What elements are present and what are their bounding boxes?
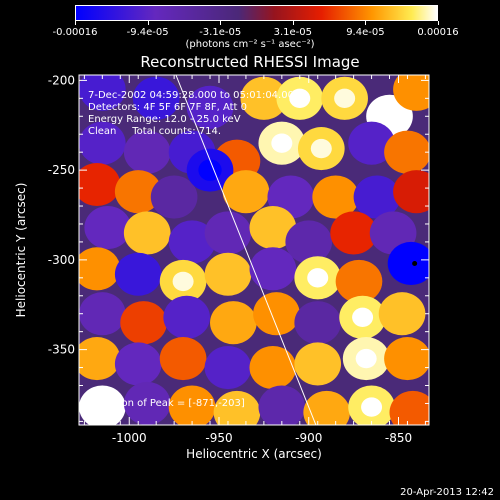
intensity-blob [294,342,342,386]
intensity-blob [79,292,126,336]
x-tick-label: -950 [205,431,232,445]
intensity-blob-core [352,307,374,327]
intensity-blob [123,130,171,174]
intensity-blob-core [172,271,194,292]
intensity-blob [285,220,333,264]
intensity-blob [312,175,359,219]
intensity-blob [163,295,211,339]
x-tick-label: -900 [295,431,322,445]
colorbar-tick-label: -0.00016 [52,27,98,38]
intensity-blob [79,337,121,381]
intensity-blob [303,390,351,425]
intensity-blob [210,301,257,345]
intensity-blob-core [289,88,311,109]
intensity-blob [294,301,342,345]
plot-title: Reconstructed RHESSI Image [140,53,360,71]
intensity-blob [249,206,297,250]
intensity-blob-core [307,268,329,288]
colorbar [75,5,438,21]
intensity-blob [114,342,162,386]
intensity-blob [222,170,270,214]
intensity-blob [79,247,121,291]
intensity-blob [258,385,306,425]
intensity-blob [330,211,377,255]
intensity-blob [204,211,252,255]
intensity-blob-core [271,133,293,153]
intensity-blob [123,211,171,255]
intensity-blob [79,75,126,111]
colorbar-tick-mark [292,21,294,25]
intensity-blob [384,130,429,174]
x-tick-label: -850 [385,431,412,445]
axes: -1000 -950 -900 -850 -200 -250 -300 -350 [48,73,429,445]
intensity-blob-core [91,397,113,417]
intensity-blob [378,292,426,336]
x-tick-label: -1000 [112,431,147,445]
colorbar-tick-label: 0.00016 [417,27,459,38]
intensity-blob [132,76,180,120]
intensity-blob [84,206,132,250]
intensity-blob-core [399,252,423,275]
info-energy: Energy Range: 12.0 - 25.0 keV [88,114,241,125]
intensity-blob [249,346,297,390]
colorbar-units: (photons cm⁻² s⁻¹ asec⁻²) [185,39,315,50]
solar-limb-line [175,75,317,425]
intensity-blob [249,247,297,291]
colorbar-tick-label: 9.4e-05 [346,27,385,38]
peak-marker [412,260,418,266]
colorbar-tick-mark [365,21,367,25]
intensity-blob-core [334,88,356,109]
intensity-blob [79,121,126,165]
intensity-blob [186,85,234,129]
intensity-blob [120,301,167,345]
y-axis-label: Heliocentric Y (arcsec) [14,183,28,318]
intensity-blob [168,220,216,264]
plot-frame [78,74,430,426]
intensity-blob-core [310,138,332,159]
colorbar-tick-mark [438,21,439,25]
colorbar-tick-label: -9.4e-05 [126,27,169,38]
intensity-blob [114,252,162,296]
colorbar-tick-label: -3.1e-05 [199,27,242,38]
intensity-blob-core [198,159,222,181]
colorbar-tick-mark [75,21,76,25]
intensity-blob [159,337,207,381]
colorbar-tick-label: 3.1e-05 [273,27,312,38]
intensity-blob [204,252,252,296]
colorbar-tick-mark [220,21,222,25]
intensity-blob [79,162,121,207]
intensity-blob [353,175,401,219]
intensity-blob [168,385,216,425]
intensity-blob [123,381,171,425]
intensity-blob [393,170,429,214]
intensity-blob-core [379,106,401,126]
y-tick-label: -200 [48,73,75,87]
intensity-blob [240,76,288,120]
x-axis-label: Heliocentric X (arcsec) [186,447,322,461]
intensity-blob [335,259,383,303]
y-tick-label: -250 [48,163,75,177]
info-clean: Clean Total counts: 714. [88,126,221,137]
intensity-blob [393,75,429,111]
intensity-blob-core [361,397,383,417]
y-tick-label: -350 [48,343,75,357]
intensity-blob [389,390,429,425]
y-tick-label: -300 [48,253,75,267]
peak-position-label: Position of Peak = [-871,-203] [95,398,245,409]
intensity-blob [384,337,429,381]
intensity-blob-core [355,348,377,369]
intensity-blob [204,346,252,390]
intensity-blob [150,175,198,219]
info-detectors: Detectors: 4F 5F 6F 7F 8F, Att 0 [88,102,247,113]
info-time: 7-Dec-2002 04:59:28.000 to 05:01:04.000 [88,90,300,101]
intensity-blob [348,121,395,165]
intensity-blob [213,390,261,425]
intensity-blob [253,292,300,336]
intensity-blob [114,170,162,214]
footer-date: 20-Apr-2013 12:42 [400,487,494,498]
colorbar-tick-mark [147,21,149,25]
intensity-blobs [79,75,429,425]
